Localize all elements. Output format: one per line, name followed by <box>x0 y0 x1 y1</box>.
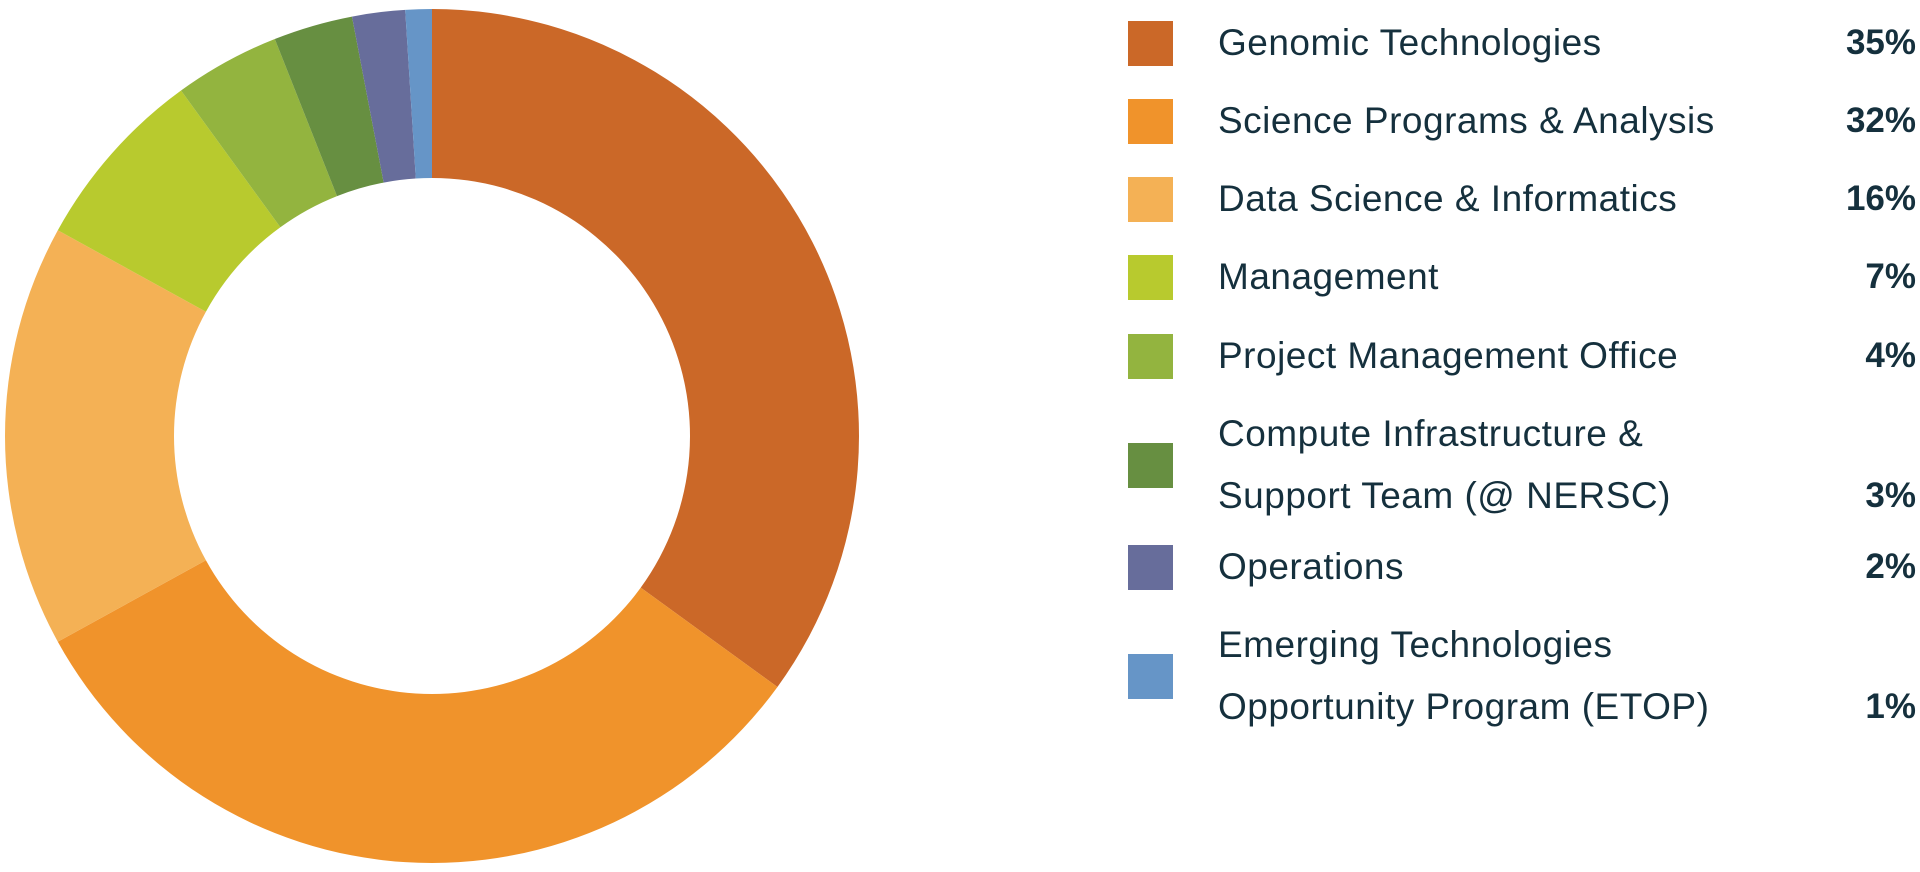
legend-item-genomic-technologies: Genomic Technologies 35% <box>1128 12 1920 74</box>
legend-item-management: Management 7% <box>1128 246 1920 308</box>
slice-compute-infrastructure-support-team-nersc <box>274 16 384 197</box>
slice-operations <box>351 9 416 183</box>
slice-data-science-informatics <box>4 230 206 642</box>
legend-label: Operations <box>1218 546 1404 587</box>
slice-project-management-office <box>181 38 338 228</box>
legend-item-science-programs-analysis: Science Programs & Analysis 32% <box>1128 90 1920 152</box>
legend-swatch <box>1128 177 1173 222</box>
legend-item-operations: Operations 2% <box>1128 536 1920 598</box>
legend-item-project-management-office: Project Management Office 4% <box>1128 325 1920 387</box>
legend-item-compute-infrastructure: Compute Infrastructure & Support Team (@… <box>1128 403 1920 527</box>
legend-swatch <box>1128 443 1173 488</box>
slice-genomic-technologies <box>432 9 859 687</box>
legend-swatch <box>1128 545 1173 590</box>
legend-value: 4% <box>1865 336 1916 375</box>
legend-value: 35% <box>1845 23 1916 62</box>
legend-value: 32% <box>1845 101 1916 140</box>
legend-item-data-science-informatics: Data Science & Informatics 16% <box>1128 168 1920 230</box>
legend-label: Project Management Office <box>1218 335 1679 376</box>
legend-label: Science Programs & Analysis <box>1218 100 1715 141</box>
legend-value: 7% <box>1865 257 1916 296</box>
legend-swatch <box>1128 334 1173 379</box>
legend-value: 3% <box>1865 476 1916 515</box>
legend-label: Data Science & Informatics <box>1218 178 1678 219</box>
slice-management <box>57 90 281 312</box>
legend-value: 2% <box>1865 547 1916 586</box>
legend-value: 16% <box>1845 179 1916 218</box>
legend-item-etop: Emerging Technologies Opportunity Progra… <box>1128 614 1920 738</box>
slice-emerging-technologies-opportunity-program-etop <box>405 9 432 179</box>
legend-swatch <box>1128 654 1173 699</box>
legend-swatch <box>1128 255 1173 300</box>
legend-label: Compute Infrastructure & Support Team (@… <box>1218 413 1671 516</box>
legend-label: Emerging Technologies Opportunity Progra… <box>1218 624 1710 727</box>
donut-slices <box>4 9 859 863</box>
legend: Genomic Technologies 35% Science Program… <box>1128 0 1920 872</box>
legend-swatch <box>1128 99 1173 144</box>
legend-label: Genomic Technologies <box>1218 22 1602 63</box>
slice-science-programs-analysis <box>57 560 778 863</box>
donut-chart <box>4 9 859 863</box>
legend-swatch <box>1128 21 1173 66</box>
legend-label: Management <box>1218 256 1439 297</box>
legend-value: 1% <box>1865 687 1916 726</box>
